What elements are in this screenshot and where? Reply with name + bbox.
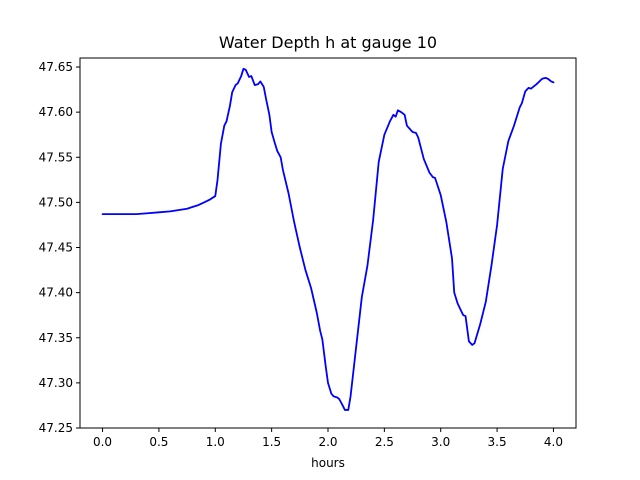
y-tick-label: 47.60 (39, 105, 73, 119)
x-tick-label: 3.0 (431, 435, 450, 449)
y-tick-label: 47.40 (39, 286, 73, 300)
chart-title: Water Depth h at gauge 10 (219, 33, 437, 52)
series-line-0 (101, 67, 555, 411)
y-tick-label: 47.55 (39, 150, 73, 164)
y-tick-label: 47.65 (39, 60, 73, 74)
x-axis-label: hours (311, 456, 345, 470)
y-tick-label: 47.45 (39, 241, 73, 255)
y-tick-label: 47.35 (39, 331, 73, 345)
x-tick-label: 2.5 (375, 435, 394, 449)
x-tick-label: 1.5 (262, 435, 281, 449)
y-tick-label: 47.30 (39, 376, 73, 390)
plot-frame (79, 57, 577, 429)
x-tick-label: 3.5 (488, 435, 507, 449)
y-tick-label: 47.25 (39, 421, 73, 435)
axis-ticks: 0.0 0.5 1.0 1.5 2.0 2.5 3.0 3.5 4.0 47.25 47.30 47.… (39, 60, 563, 449)
plot-area (101, 67, 555, 411)
x-tick-label: 1.0 (206, 435, 225, 449)
x-tick-label: 2.0 (318, 435, 337, 449)
x-tick-label: 4.0 (544, 435, 563, 449)
x-tick-label: 0.5 (149, 435, 168, 449)
x-tick-label: 0.0 (93, 435, 112, 449)
y-tick-label: 47.50 (39, 195, 73, 209)
